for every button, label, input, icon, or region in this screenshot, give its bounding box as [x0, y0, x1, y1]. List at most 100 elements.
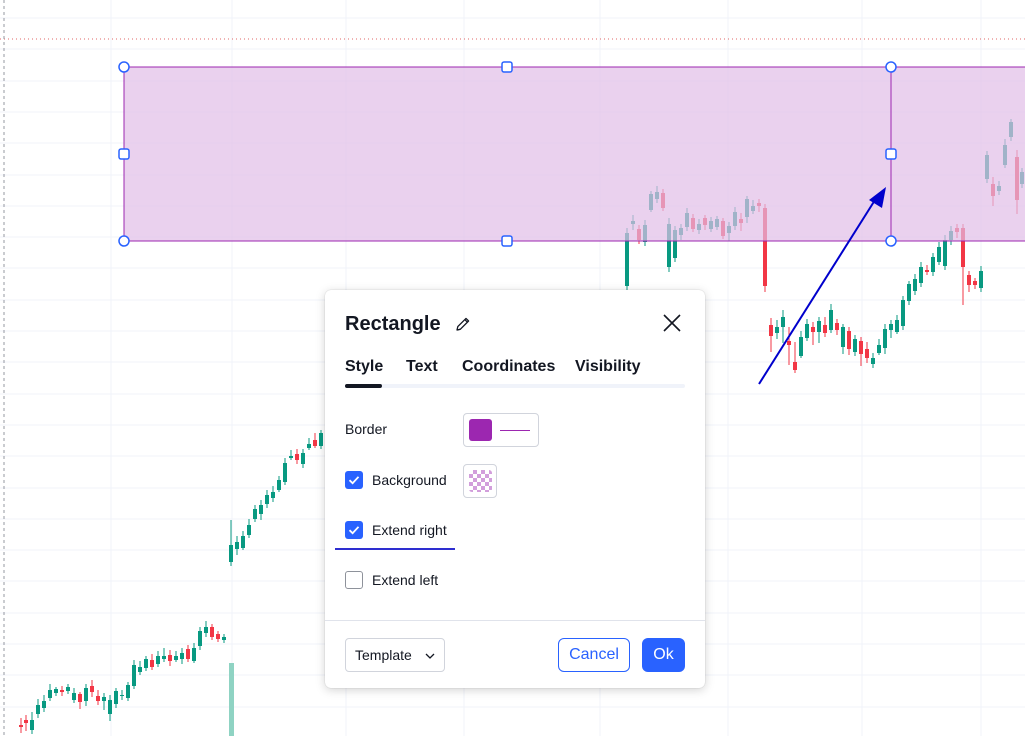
candle-body	[265, 495, 269, 504]
close-icon[interactable]	[661, 312, 683, 334]
handle-top-left[interactable]	[118, 61, 130, 73]
candle	[192, 643, 196, 663]
candle-body	[979, 271, 983, 288]
candle	[186, 645, 190, 662]
candle-body	[763, 208, 767, 286]
candle	[793, 342, 797, 373]
candle-body	[829, 310, 833, 330]
candle-body	[913, 279, 917, 291]
candle-body	[180, 653, 184, 659]
tab-style[interactable]: Style	[345, 358, 384, 375]
candle	[823, 317, 827, 337]
candle	[313, 433, 317, 448]
candle	[90, 680, 94, 697]
candle-body	[883, 329, 887, 348]
candle	[925, 265, 929, 275]
candle-body	[150, 660, 154, 667]
candle	[42, 695, 46, 712]
candle-body	[625, 233, 629, 286]
footer-divider	[325, 620, 705, 621]
handle-left-middle[interactable]	[118, 148, 130, 160]
candle-body	[307, 444, 311, 448]
extend-right-label: Extend right	[372, 522, 447, 538]
handle-bottom-left[interactable]	[118, 235, 130, 247]
pencil-icon[interactable]	[453, 314, 473, 334]
candle	[907, 281, 911, 305]
tab-text[interactable]: Text	[406, 358, 438, 375]
candle	[84, 684, 88, 706]
candle	[132, 660, 136, 689]
candle	[216, 631, 220, 642]
background-row: Background	[345, 471, 447, 489]
candle-body	[235, 542, 239, 549]
handle-bottom-middle[interactable]	[501, 235, 513, 247]
border-style-button[interactable]	[463, 413, 539, 447]
background-checkbox[interactable]	[345, 471, 363, 489]
candle	[198, 627, 202, 650]
candle	[168, 650, 172, 666]
candle	[66, 684, 70, 694]
candle-body	[210, 627, 214, 637]
candle-body	[204, 627, 208, 633]
handle-top-right[interactable]	[885, 61, 897, 73]
tabs-track	[345, 384, 685, 388]
candle-body	[241, 536, 245, 548]
candle	[919, 262, 923, 287]
border-row: Border	[345, 421, 387, 437]
candle-body	[162, 656, 166, 659]
handle-top-middle[interactable]	[501, 61, 513, 73]
candle-body	[667, 224, 671, 267]
tab-visibility[interactable]: Visibility	[575, 358, 641, 375]
candle-body	[120, 695, 124, 696]
candle	[24, 715, 28, 731]
candle-body	[301, 453, 305, 464]
dialog-header: Rectangle	[345, 310, 473, 338]
candle	[120, 690, 124, 700]
trend-arrow[interactable]	[758, 187, 886, 385]
candle	[156, 651, 160, 667]
candle	[973, 278, 977, 289]
candle	[210, 624, 214, 640]
handle-right-middle[interactable]	[885, 148, 897, 160]
candle-body	[96, 696, 100, 701]
candle-body	[156, 656, 160, 664]
candle-body	[42, 701, 46, 708]
border-color-swatch	[469, 419, 492, 441]
candle-body	[961, 228, 965, 267]
candle	[979, 266, 983, 292]
candle-body	[967, 275, 971, 285]
candle	[937, 242, 941, 265]
ok-button[interactable]: Ok	[642, 638, 685, 672]
candle	[967, 271, 971, 292]
candle-body	[817, 321, 821, 332]
rectangle-drawing[interactable]	[123, 66, 1025, 242]
candle-body	[60, 690, 64, 692]
cancel-button[interactable]: Cancel	[558, 638, 630, 672]
candle-body	[775, 327, 779, 333]
template-dropdown[interactable]: Template	[345, 638, 445, 672]
candle-body	[853, 339, 857, 352]
tab-coordinates[interactable]: Coordinates	[462, 358, 556, 375]
candle	[775, 320, 779, 339]
candle-body	[289, 456, 293, 458]
candle	[162, 648, 166, 662]
candle	[265, 490, 269, 508]
handle-bottom-right[interactable]	[885, 235, 897, 247]
extend-left-checkbox[interactable]	[345, 571, 363, 589]
rectangle-handles[interactable]	[118, 61, 897, 247]
background-color-button[interactable]	[463, 464, 497, 498]
rectangle-settings-dialog: Rectangle Style Text Coordinates Visibil…	[325, 290, 705, 688]
candle-body	[319, 433, 323, 446]
candle-body	[871, 358, 875, 364]
candle-body	[48, 690, 52, 698]
candle	[102, 693, 106, 710]
extend-right-checkbox[interactable]	[345, 521, 363, 539]
candle-body	[313, 440, 317, 446]
candle	[913, 274, 917, 295]
candle-body	[138, 667, 142, 672]
candle	[901, 296, 905, 330]
candle-body	[793, 362, 797, 370]
candle	[180, 648, 184, 664]
candle-body	[877, 345, 881, 353]
